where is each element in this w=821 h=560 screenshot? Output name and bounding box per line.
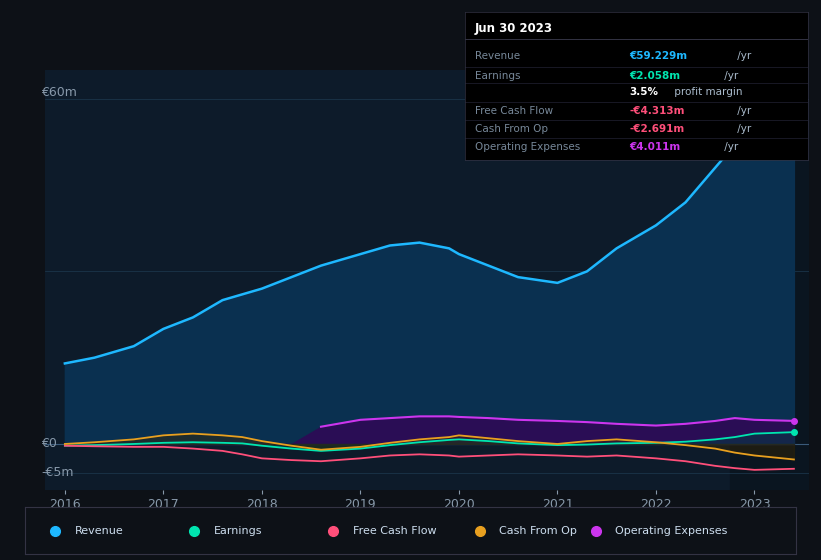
Bar (730, 70, 809, 490)
Text: Cash From Op: Cash From Op (475, 124, 548, 134)
Text: Earnings: Earnings (475, 71, 521, 81)
Text: Operating Expenses: Operating Expenses (475, 142, 580, 152)
Text: /yr: /yr (734, 52, 751, 62)
Text: /yr: /yr (734, 106, 751, 116)
Text: Free Cash Flow: Free Cash Flow (475, 106, 553, 116)
Text: Revenue: Revenue (75, 526, 123, 535)
Text: Operating Expenses: Operating Expenses (615, 526, 727, 535)
Text: €4.011m: €4.011m (630, 142, 681, 152)
Text: €60m: €60m (41, 86, 77, 99)
Text: Revenue: Revenue (475, 52, 521, 62)
Text: /yr: /yr (734, 124, 751, 134)
Text: €59.229m: €59.229m (630, 52, 687, 62)
Text: Jun 30 2023: Jun 30 2023 (475, 22, 553, 35)
Text: -€5m: -€5m (41, 466, 74, 479)
Text: €0: €0 (41, 437, 57, 450)
Text: -€4.313m: -€4.313m (630, 106, 685, 116)
Text: 3.5%: 3.5% (630, 87, 658, 97)
Text: profit margin: profit margin (671, 87, 742, 97)
Text: €2.058m: €2.058m (630, 71, 681, 81)
Text: /yr: /yr (721, 142, 738, 152)
Text: Earnings: Earnings (213, 526, 262, 535)
Text: Cash From Op: Cash From Op (499, 526, 577, 535)
Text: Free Cash Flow: Free Cash Flow (353, 526, 436, 535)
Text: /yr: /yr (721, 71, 738, 81)
Text: -€2.691m: -€2.691m (630, 124, 685, 134)
